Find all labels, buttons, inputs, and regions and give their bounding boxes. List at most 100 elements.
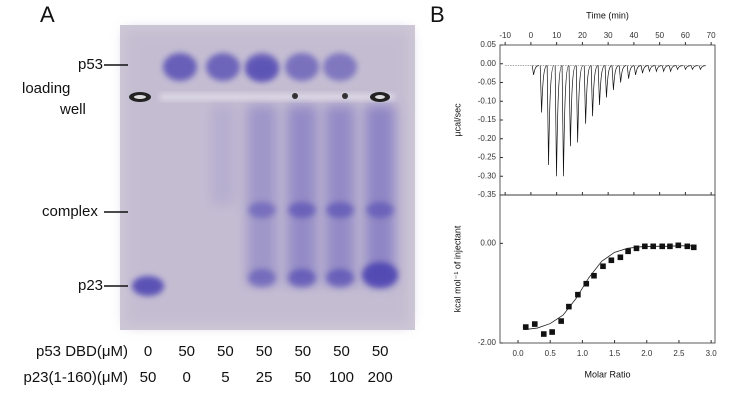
injection-peak	[561, 65, 570, 177]
data-point	[617, 254, 624, 261]
well-bubble	[342, 93, 348, 99]
data-point	[531, 321, 538, 327]
injection-peak	[668, 65, 676, 73]
gel-smear	[211, 105, 235, 205]
data-point	[558, 318, 564, 324]
x-tick-label: 40	[629, 31, 638, 40]
gel-band	[285, 53, 319, 81]
well-bubble	[292, 93, 298, 99]
injection-peak	[575, 65, 584, 143]
injection-peak	[554, 65, 563, 177]
x-tick-label: 50	[655, 31, 664, 40]
data-point	[540, 331, 547, 337]
injection-peak	[633, 65, 641, 76]
loading-well	[375, 95, 385, 99]
y-tick-label: 0.05	[480, 40, 496, 49]
band-label: well	[59, 101, 86, 118]
data-point	[600, 263, 606, 270]
y-tick-label: -0.25	[478, 153, 497, 162]
x-tick-label: 2.5	[673, 349, 685, 358]
y-tick-label: -0.10	[478, 96, 497, 105]
panel-label: B	[430, 2, 445, 27]
x-tick-label: 70	[707, 31, 716, 40]
y-tick-label: -0.20	[478, 134, 497, 143]
gel-band	[163, 53, 197, 81]
gel-band	[362, 262, 398, 288]
x-axis-title: Time (min)	[586, 10, 629, 20]
injection-peak	[604, 65, 612, 98]
data-point	[667, 243, 673, 250]
y-tick-label: -0.30	[478, 171, 497, 180]
y-axis-title: μcal/sec	[452, 103, 462, 137]
injection-peak	[546, 65, 555, 166]
band-label: p23	[78, 277, 103, 294]
data-point	[566, 303, 572, 310]
gel-smear	[247, 105, 277, 285]
data-point	[608, 257, 615, 264]
gel-band	[323, 53, 357, 81]
condition-value: 50	[333, 343, 350, 360]
data-point	[583, 280, 590, 287]
data-point	[675, 242, 682, 249]
fit-curve	[524, 245, 692, 330]
injection-peak	[539, 65, 548, 113]
injection-peak	[597, 65, 605, 106]
injection-peak	[654, 65, 662, 73]
x-tick-label: 30	[604, 31, 613, 40]
injection-peak	[568, 65, 577, 147]
x-tick-label: 0.5	[545, 349, 557, 358]
condition-value: 50	[294, 369, 311, 386]
data-point	[591, 272, 597, 279]
injection-peak	[661, 65, 669, 73]
y-tick-label: -0.05	[478, 78, 497, 87]
x-tick-label: 20	[578, 31, 587, 40]
plot-frame	[499, 194, 716, 344]
gel-band	[246, 58, 278, 82]
gel-smear	[287, 105, 317, 285]
y-axis-title: kcal mol⁻¹ of injectant	[452, 225, 462, 312]
injection-peak	[626, 65, 634, 79]
gel-band	[248, 202, 276, 218]
injection-peak	[690, 65, 698, 71]
gel-band	[326, 269, 354, 287]
gel-band	[288, 269, 316, 287]
panel-label: A	[40, 2, 55, 27]
injection-peak	[698, 65, 706, 71]
x-tick-label: 3.0	[706, 349, 718, 358]
injection-peak	[675, 65, 683, 71]
data-point	[549, 329, 555, 335]
condition-value: 50	[140, 369, 157, 386]
x-tick-label: 1.0	[577, 349, 589, 358]
condition-value: 50	[178, 343, 195, 360]
data-point	[575, 291, 581, 298]
gel-band	[366, 202, 394, 218]
gel-smear	[365, 105, 395, 285]
injection-peak	[640, 65, 648, 74]
y-tick-label: -0.15	[478, 115, 497, 124]
condition-label: p53 DBD(μM)	[36, 343, 128, 360]
x-axis-title: Molar Ratio	[584, 369, 630, 379]
condition-value: 0	[144, 343, 152, 360]
condition-label: p23(1-160)(μM)	[23, 369, 128, 386]
data-point	[690, 244, 697, 251]
x-tick-label: 0	[529, 31, 534, 40]
data-point	[659, 243, 666, 250]
condition-value: 50	[294, 343, 311, 360]
condition-value: 50	[256, 343, 273, 360]
y-tick-label: 0.00	[480, 59, 496, 68]
band-label: complex	[42, 203, 98, 220]
injection-peak	[683, 65, 691, 71]
injection-peak	[583, 65, 592, 124]
data-point	[633, 245, 640, 252]
injection-peak	[618, 65, 626, 83]
data-point	[625, 248, 631, 255]
condition-value: 100	[329, 369, 354, 386]
gel-band	[206, 53, 240, 81]
x-tick-label: 1.5	[609, 349, 621, 358]
data-point	[650, 243, 657, 250]
gel-smear	[325, 105, 355, 285]
gel-band	[132, 276, 164, 296]
x-tick-label: 60	[681, 31, 690, 40]
condition-value: 50	[372, 343, 389, 360]
